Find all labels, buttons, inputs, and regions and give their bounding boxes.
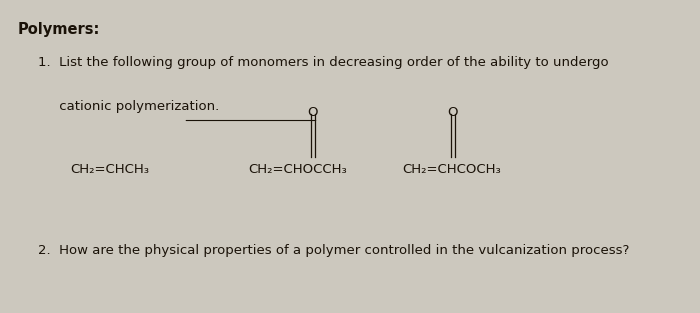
Text: 1.  List the following group of monomers in decreasing order of the ability to u: 1. List the following group of monomers … bbox=[38, 56, 609, 69]
Text: 2.  How are the physical properties of a polymer controlled in the vulcanization: 2. How are the physical properties of a … bbox=[38, 244, 630, 257]
Text: CH₂=CHCH₃: CH₂=CHCH₃ bbox=[70, 163, 149, 176]
Text: O: O bbox=[447, 106, 458, 120]
Text: O: O bbox=[307, 106, 318, 120]
Text: CH₂=CHCOCH₃: CH₂=CHCOCH₃ bbox=[402, 163, 501, 176]
Text: cationic polymerization.: cationic polymerization. bbox=[38, 100, 220, 113]
Text: CH₂=CHOCCH₃: CH₂=CHOCCH₃ bbox=[248, 163, 347, 176]
Text: Polymers:: Polymers: bbox=[18, 22, 100, 37]
